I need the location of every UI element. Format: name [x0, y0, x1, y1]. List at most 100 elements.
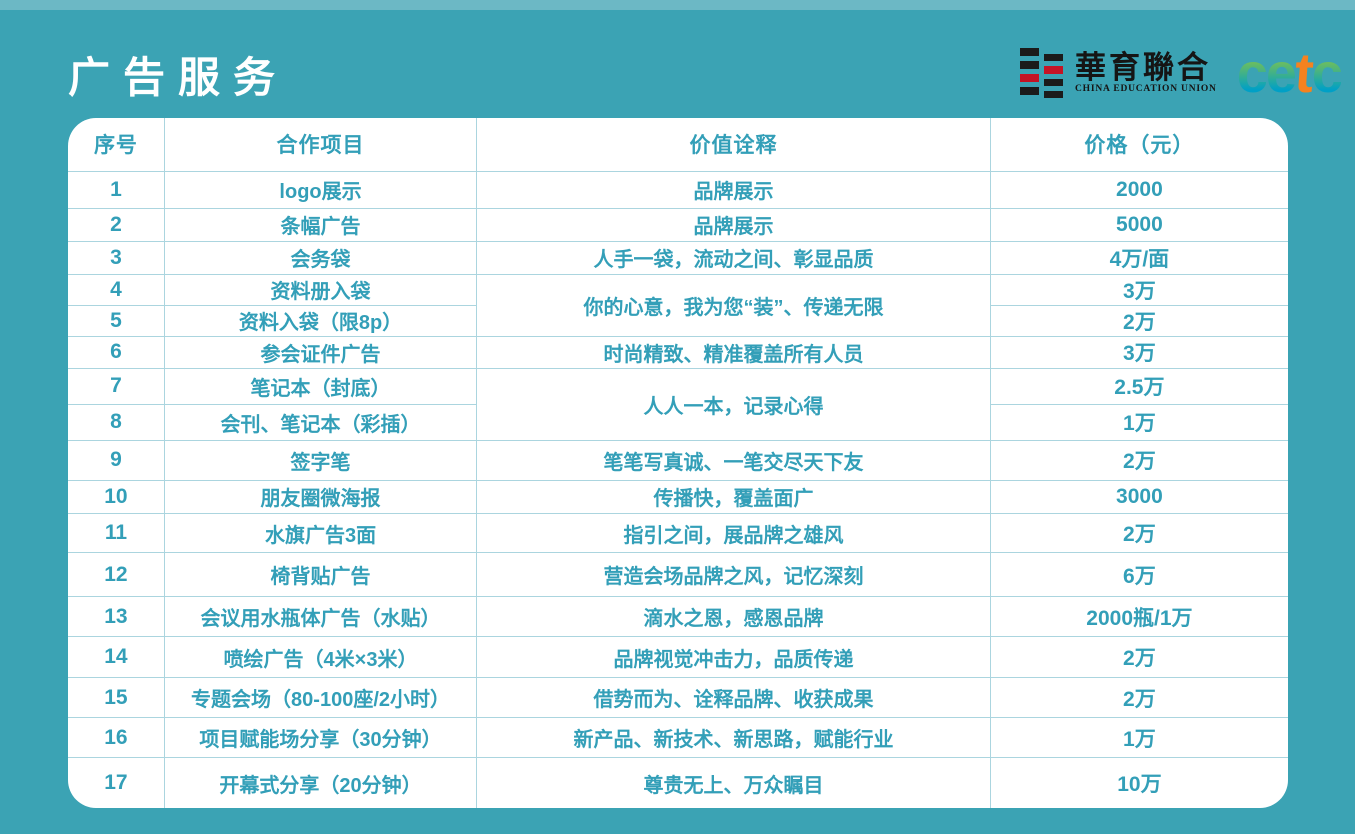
table-row: 14 喷绘广告（4米×3米） 品牌视觉冲击力，品质传递 2万 [68, 636, 1288, 679]
row-number-cell: 1 [68, 171, 165, 209]
project-cell: 笔记本（封底） [164, 368, 478, 405]
row-number-cell: 14 [68, 636, 165, 679]
logo-group: 華育聯合 CHINA EDUCATION UNION c e t c [1020, 41, 1343, 105]
value-cell: 新产品、新技术、新思路，赋能行业 [476, 717, 991, 759]
table-row: 10 朋友圈微海报 传播快，覆盖面广 3000 [68, 480, 1288, 514]
page-title: 广告服务 [68, 54, 289, 101]
value-cell: 营造会场品牌之风，记忆深刻 [476, 552, 991, 598]
price-cell: 3万 [990, 336, 1288, 369]
union-logo-subtitle: CHINA EDUCATION UNION [1075, 84, 1217, 95]
project-cell: 项目赋能场分享（30分钟） [164, 717, 478, 759]
project-cell: 椅背贴广告 [164, 552, 478, 598]
row-number-cell: 16 [68, 717, 165, 759]
row-number-cell: 4 [68, 274, 165, 306]
row-number-cell: 7 [68, 368, 165, 405]
union-logo-text: 華育聯合 CHINA EDUCATION UNION [1075, 49, 1217, 95]
table-row: 1 logo展示 品牌展示 2000 [68, 171, 1288, 209]
project-cell: 水旗广告3面 [164, 513, 478, 554]
value-cell: 你的心意，我为您“装”、传递无限 [476, 274, 991, 337]
price-cell: 2万 [990, 636, 1288, 679]
table-row: 5 资料入袋（限8p） 2万 [68, 305, 1288, 337]
row-number-cell: 15 [68, 677, 165, 719]
project-cell: 参会证件广告 [164, 336, 478, 369]
project-cell: 条幅广告 [164, 208, 478, 242]
price-cell: 3000 [990, 480, 1288, 514]
value-cell: 滴水之恩，感恩品牌 [476, 596, 991, 638]
row-number-cell: 13 [68, 596, 165, 638]
price-cell: 2.5万 [990, 368, 1288, 405]
value-cell: 笔笔写真诚、一笔交尽天下友 [476, 440, 991, 481]
project-cell: 会议用水瓶体广告（水贴） [164, 596, 478, 638]
header-value: 价值诠释 [476, 118, 991, 172]
table-row: 9 签字笔 笔笔写真诚、一笔交尽天下友 2万 [68, 440, 1288, 481]
table-row: 2 条幅广告 品牌展示 5000 [68, 208, 1288, 242]
table-row: 17 开幕式分享（20分钟） 尊贵无上、万众瞩目 10万 [68, 757, 1288, 808]
table-row: 3 会务袋 人手一袋，流动之间、彰显品质 4万/面 [68, 241, 1288, 275]
price-cell: 2万 [990, 305, 1288, 337]
table-row: 15 专题会场（80-100座/2小时） 借势而为、诠释品牌、收获成果 2万 [68, 677, 1288, 719]
row-number-cell: 5 [68, 305, 165, 337]
table-header-row: 序号 合作项目 价值诠释 价格（元） [68, 118, 1288, 172]
project-cell: 资料册入袋 [164, 274, 478, 306]
cetc-letter: t [1292, 41, 1314, 105]
table-row: 8 会刊、笔记本（彩插） 1万 [68, 404, 1288, 441]
row-number-cell: 2 [68, 208, 165, 242]
cetc-letter: c [1311, 41, 1343, 105]
row-number-cell: 12 [68, 552, 165, 598]
table-row: 7 笔记本（封底） 人人一本，记录心得 2.5万 [68, 368, 1288, 441]
project-cell: 会务袋 [164, 241, 478, 275]
price-cell: 10万 [1117, 773, 1162, 797]
table-row: 16 项目赋能场分享（30分钟） 新产品、新技术、新思路，赋能行业 1万 [68, 717, 1288, 759]
project-cell: 开幕式分享（20分钟） [164, 757, 478, 808]
value-cell: 借势而为、诠释品牌、收获成果 [476, 677, 991, 719]
price-cell: 6万 [990, 552, 1288, 598]
table-row: 6 参会证件广告 时尚精致、精准覆盖所有人员 3万 [68, 336, 1288, 369]
price-cell: 4万/面 [990, 241, 1288, 275]
price-cell: 2万 [990, 513, 1288, 554]
price-table: 序号 合作项目 价值诠释 价格（元） 1 logo展示 品牌展示 2000 2 条幅广告品… [68, 118, 1288, 808]
cetc-logo: c e t c [1236, 41, 1343, 105]
price-cell: 2万 [990, 677, 1288, 719]
row-number-cell: 11 [68, 513, 165, 554]
value-cell: 品牌展示 [476, 171, 991, 209]
project-cell: 专题会场（80-100座/2小时） [164, 677, 478, 719]
table-row: 12 椅背贴广告 营造会场品牌之风，记忆深刻 6万 [68, 552, 1288, 598]
table-row: 11 水旗广告3面 指引之间，展品牌之雄风 2万 [68, 513, 1288, 554]
price-cell: 3万 [990, 274, 1288, 306]
top-accent-strip [0, 0, 1355, 10]
project-cell: 朋友圈微海报 [164, 480, 478, 514]
header-price: 价格（元） [990, 118, 1288, 172]
value-cell: 时尚精致、精准覆盖所有人员 [476, 336, 991, 369]
value-cell: 尊贵无上、万众瞩目 [476, 757, 991, 808]
header-number: 序号 [68, 118, 165, 172]
price-cell: 1万 [990, 404, 1288, 441]
union-logo-name: 華育聯合 [1075, 49, 1211, 85]
price-table-card: 序号 合作项目 价值诠释 价格（元） 1 logo展示 品牌展示 2000 2 条幅广告品… [68, 118, 1288, 808]
value-cell: 传播快，覆盖面广 [476, 480, 991, 514]
price-cell: 1万 [990, 717, 1288, 759]
table-row: 13 会议用水瓶体广告（水贴） 滴水之恩，感恩品牌 2000瓶/1万 [68, 596, 1288, 638]
header-project: 合作项目 [164, 118, 478, 172]
table-body: 1 logo展示 品牌展示 2000 2 条幅广告 品牌展示 5000 3 会务袋 人手一袋，流动之… [68, 171, 1288, 808]
project-cell: 资料入袋（限8p） [164, 305, 478, 337]
row-number-cell: 10 [68, 480, 165, 514]
cetc-letter: c [1236, 41, 1268, 105]
value-cell: 品牌展示 [476, 208, 991, 242]
price-cell: 2万 [990, 440, 1288, 481]
project-cell: logo展示 [164, 171, 478, 209]
value-cell: 品牌视觉冲击力，品质传递 [476, 636, 991, 679]
project-cell: 签字笔 [164, 440, 478, 481]
table-row: 4 资料册入袋 你的心意，我为您“装”、传递无限 3万 [68, 274, 1288, 337]
union-logo-icon [1020, 48, 1063, 98]
price-cell: 2000 [990, 171, 1288, 209]
value-cell: 指引之间，展品牌之雄风 [476, 513, 991, 554]
row-number-cell: 3 [68, 241, 165, 275]
project-cell: 喷绘广告（4米×3米） [164, 636, 478, 679]
price-cell: 5000 [990, 208, 1288, 242]
row-number-cell: 9 [68, 440, 165, 481]
row-number-cell: 6 [68, 336, 165, 369]
row-number-cell: 8 [68, 404, 165, 441]
project-cell: 会刊、笔记本（彩插） [164, 404, 478, 441]
cetc-letter: e [1265, 41, 1297, 105]
